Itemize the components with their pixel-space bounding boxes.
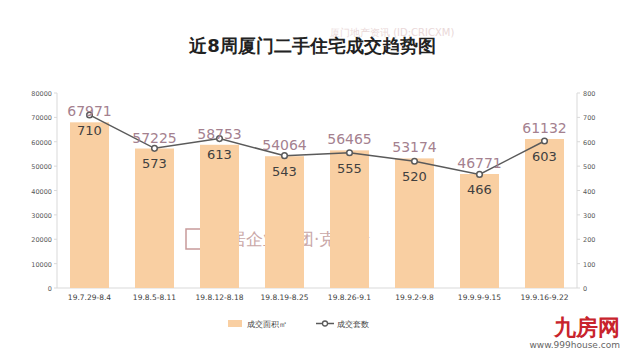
y2-tick-label: 800 bbox=[583, 90, 595, 98]
y2-tick bbox=[577, 166, 580, 167]
y2-tick bbox=[577, 93, 580, 94]
x-tick-label: 19.7.29-8.4 bbox=[68, 293, 111, 302]
y-tick bbox=[54, 93, 57, 94]
chart: 厦门地产资讯 (ID:CRICXM)易居企业集团·克而瑞九房网www.999ho… bbox=[0, 0, 625, 352]
marks bbox=[70, 112, 564, 288]
y2-tick-label: 600 bbox=[583, 139, 595, 147]
bar bbox=[525, 139, 564, 288]
legend: 成交面积㎡ 成交套数 bbox=[228, 320, 369, 329]
y2-tick-label: 100 bbox=[583, 261, 595, 269]
y2-tick bbox=[577, 214, 580, 215]
y-tick-label: 80000 bbox=[31, 90, 52, 98]
legend-label: 成交套数 bbox=[337, 320, 369, 329]
y-tick bbox=[54, 190, 57, 191]
y-tick-label: 0 bbox=[48, 285, 52, 293]
background bbox=[0, 0, 625, 352]
site-logo: 九房网 bbox=[553, 315, 620, 340]
line-marker bbox=[542, 138, 548, 144]
legend-swatch bbox=[228, 320, 242, 327]
y-tick-label: 20000 bbox=[31, 236, 52, 244]
title: 近8周厦门二手住宅成交趋势图 bbox=[188, 35, 436, 56]
line-label: 543 bbox=[272, 164, 297, 179]
y2-tick-label: 500 bbox=[583, 163, 595, 171]
y-tick-label: 30000 bbox=[31, 212, 52, 220]
y2-tick-label: 700 bbox=[583, 114, 595, 122]
y2-tick-label: 200 bbox=[583, 236, 595, 244]
bar bbox=[395, 158, 434, 288]
y-tick bbox=[54, 141, 57, 142]
legend-label: 成交面积㎡ bbox=[247, 320, 287, 329]
line-marker bbox=[477, 172, 483, 178]
line-label: 710 bbox=[77, 123, 102, 138]
y2-tick-label: 0 bbox=[583, 285, 587, 293]
y-tick-label: 60000 bbox=[31, 139, 52, 147]
y2-tick bbox=[577, 190, 580, 191]
bar-label: 67971 bbox=[67, 103, 112, 119]
x-tick-label: 19.9.2-9.8 bbox=[395, 293, 434, 302]
line-label: 603 bbox=[532, 149, 557, 164]
bar bbox=[265, 156, 304, 288]
x-tick-label: 19.8.19-8.25 bbox=[260, 293, 308, 302]
bar bbox=[200, 145, 239, 288]
line-marker bbox=[152, 146, 158, 152]
y-tick-label: 70000 bbox=[31, 114, 52, 122]
y-tick bbox=[54, 214, 57, 215]
bar-label: 61132 bbox=[522, 120, 567, 136]
line-label: 520 bbox=[402, 169, 427, 184]
y2-tick-label: 300 bbox=[583, 212, 595, 220]
data-labels: 67971 57225 58753 54064 56465 53174 46771 61132… bbox=[67, 103, 567, 197]
bar-label: 54064 bbox=[262, 137, 307, 153]
x-tick-label: 19.9.16-9.22 bbox=[520, 293, 568, 302]
y2-tick bbox=[577, 263, 580, 264]
x-tick-label: 19.9.9-9.15 bbox=[458, 293, 501, 302]
bar-label: 57225 bbox=[132, 130, 177, 146]
line-label: 613 bbox=[207, 147, 232, 162]
x-tick-label: 19.8.5-8.11 bbox=[133, 293, 176, 302]
line-label: 466 bbox=[467, 182, 492, 197]
line-marker bbox=[282, 153, 288, 159]
y2-tick bbox=[577, 117, 580, 118]
y2-tick bbox=[577, 141, 580, 142]
line-marker bbox=[412, 158, 418, 164]
bar-label: 58753 bbox=[197, 126, 242, 142]
y-tick-label: 10000 bbox=[31, 261, 52, 269]
bar bbox=[460, 174, 499, 288]
y2-tick-label: 400 bbox=[583, 188, 595, 196]
line-label: 555 bbox=[337, 161, 362, 176]
legend-marker bbox=[323, 321, 328, 326]
line-marker bbox=[347, 150, 353, 156]
bar-label: 46771 bbox=[457, 155, 502, 171]
bar-label: 53174 bbox=[392, 139, 437, 155]
y-tick bbox=[54, 117, 57, 118]
site-url: www.999house.com bbox=[529, 340, 620, 350]
bar-label: 56465 bbox=[327, 131, 372, 147]
bar bbox=[70, 122, 109, 288]
line bbox=[90, 115, 545, 174]
y-tick bbox=[54, 263, 57, 264]
y-tick-label: 40000 bbox=[31, 188, 52, 196]
line-label: 573 bbox=[142, 156, 167, 171]
y2-tick bbox=[577, 288, 580, 289]
y-tick bbox=[54, 239, 57, 240]
y-tick bbox=[54, 288, 57, 289]
bar bbox=[330, 150, 369, 288]
x-tick-label: 19.8.26-9.1 bbox=[328, 293, 371, 302]
y2-tick bbox=[577, 239, 580, 240]
y-tick bbox=[54, 166, 57, 167]
bar bbox=[135, 149, 174, 288]
y-tick-label: 50000 bbox=[31, 163, 52, 171]
x-tick-label: 19.8.12-8.18 bbox=[195, 293, 243, 302]
